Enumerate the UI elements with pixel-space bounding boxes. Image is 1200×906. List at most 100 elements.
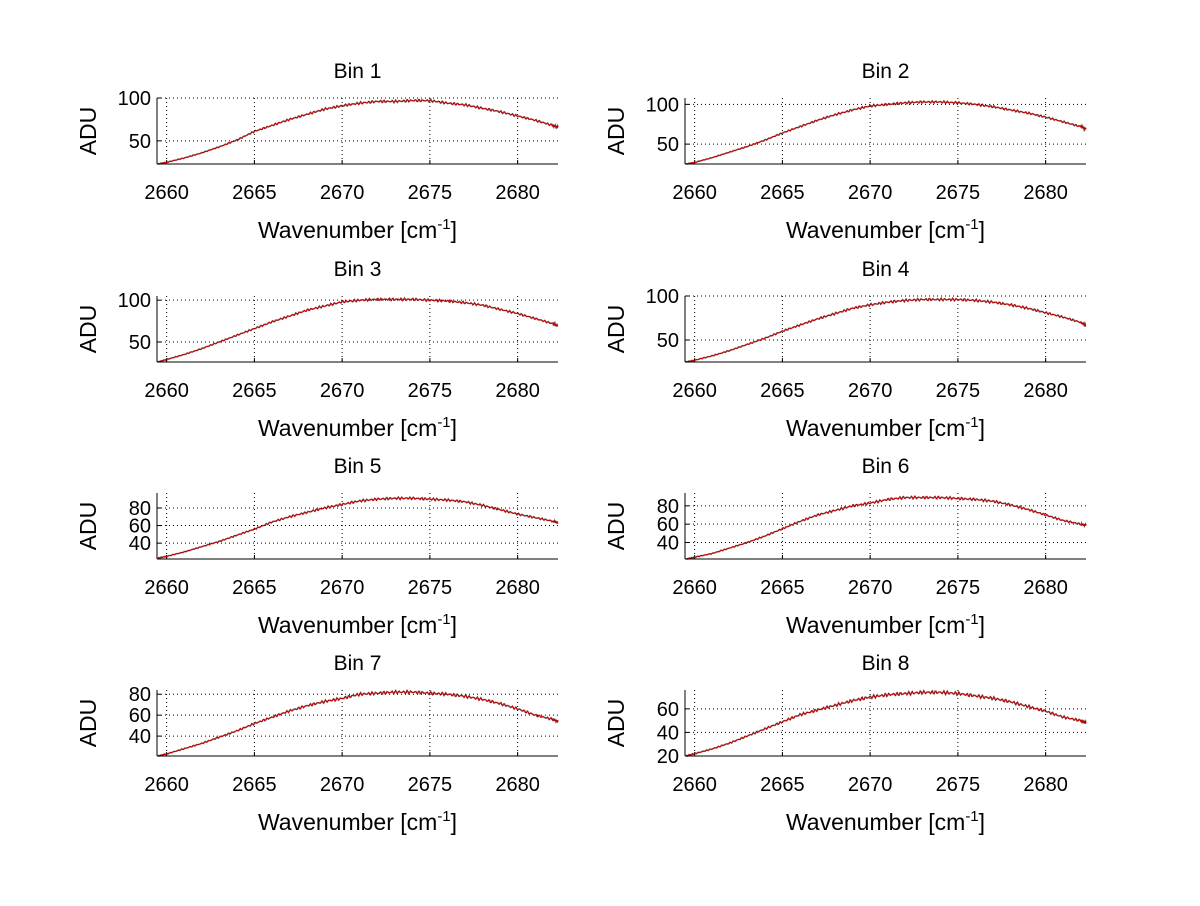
x-tick-label: 2660 <box>672 380 717 402</box>
y-axis-label: ADU <box>75 107 101 156</box>
y-tick-label: 60 <box>129 705 151 727</box>
x-axis-label: Wavenumber [cm-1] <box>258 216 457 243</box>
y-axis-label: ADU <box>603 107 629 156</box>
x-tick-label: 2675 <box>936 182 981 204</box>
y-axis-label: ADU <box>603 305 629 354</box>
x-label-superscript: -1 <box>965 216 978 233</box>
x-label-text: Wavenumber [cm <box>258 217 437 243</box>
y-tick-label: 80 <box>657 496 679 518</box>
y-axis-label: ADU <box>75 305 101 354</box>
x-label-superscript: -1 <box>437 216 450 233</box>
x-tick-label: 2675 <box>936 577 981 599</box>
subplot-4: 2660 2665 2670 2675 2680 50 100 Bin 4 Wavenumber… <box>603 258 1087 441</box>
y-axis-label: ADU <box>603 502 629 551</box>
x-tick-label: 2665 <box>232 577 277 599</box>
subplot-3: 2660 2665 2670 2675 2680 50 100 Bin 3 Wavenumber… <box>75 258 559 441</box>
x-axis-label: Wavenumber [cm-1] <box>786 808 985 835</box>
x-tick-label: 2670 <box>848 774 893 796</box>
x-tick-label: 2680 <box>495 380 540 402</box>
series-line-shadow <box>685 689 1087 758</box>
x-tick-label: 2665 <box>232 774 277 796</box>
x-label-text: Wavenumber [cm <box>258 809 437 835</box>
x-label-end: ] <box>979 415 985 441</box>
subplot-title: Bin 8 <box>862 652 910 675</box>
series-line <box>157 689 559 757</box>
x-tick-label: 2665 <box>760 182 805 204</box>
x-tick-label: 2675 <box>408 577 453 599</box>
series-line <box>685 297 1086 363</box>
x-tick-label: 2660 <box>144 577 189 599</box>
x-tick-label: 2670 <box>320 774 365 796</box>
x-tick-label: 2670 <box>320 182 365 204</box>
x-tick-label: 2660 <box>144 774 189 796</box>
x-tick-label: 2680 <box>495 774 540 796</box>
subplot-title: Bin 3 <box>334 258 382 281</box>
series-line <box>157 496 559 559</box>
series-line-shadow <box>157 495 559 560</box>
x-tick-label: 2680 <box>1023 774 1068 796</box>
x-tick-label: 2675 <box>936 774 981 796</box>
x-tick-label: 2665 <box>232 380 277 402</box>
x-axis-label: Wavenumber [cm-1] <box>258 611 457 638</box>
y-tick-label: 100 <box>646 286 679 308</box>
x-tick-label: 2680 <box>1023 577 1068 599</box>
x-label-superscript: -1 <box>965 414 978 431</box>
x-tick-label: 2675 <box>936 380 981 402</box>
x-label-superscript: -1 <box>437 414 450 431</box>
x-label-text: Wavenumber [cm <box>786 217 965 243</box>
series-line <box>685 689 1087 757</box>
y-tick-label: 100 <box>118 290 151 312</box>
y-tick-label: 60 <box>129 516 151 538</box>
subplot-1: 2660 2665 2670 2675 2680 50 100 Bin 1 Wavenumber… <box>75 60 559 243</box>
y-tick-label: 100 <box>646 94 679 116</box>
x-label-end: ] <box>979 612 985 638</box>
x-tick-label: 2660 <box>144 380 189 402</box>
y-tick-label: 40 <box>657 533 679 555</box>
y-axis-label: ADU <box>603 699 629 748</box>
x-axis-label: Wavenumber [cm-1] <box>258 414 457 441</box>
x-label-text: Wavenumber [cm <box>786 415 965 441</box>
x-tick-label: 2670 <box>848 577 893 599</box>
x-tick-label: 2660 <box>672 774 717 796</box>
x-tick-label: 2675 <box>408 774 453 796</box>
subplot-title: Bin 1 <box>334 60 382 83</box>
x-label-text: Wavenumber [cm <box>786 809 965 835</box>
x-tick-label: 2680 <box>495 182 540 204</box>
y-tick-label: 100 <box>118 88 151 110</box>
x-label-text: Wavenumber [cm <box>786 612 965 638</box>
x-label-superscript: -1 <box>437 808 450 825</box>
x-label-superscript: -1 <box>965 611 978 628</box>
series-line-shadow <box>157 97 559 165</box>
x-tick-label: 2670 <box>848 380 893 402</box>
x-label-text: Wavenumber [cm <box>258 612 437 638</box>
x-tick-label: 2675 <box>408 182 453 204</box>
x-tick-label: 2680 <box>1023 380 1068 402</box>
x-tick-label: 2665 <box>760 380 805 402</box>
y-axis-label: ADU <box>75 502 101 551</box>
x-label-superscript: -1 <box>437 611 450 628</box>
series-line-shadow <box>685 99 1087 166</box>
x-label-end: ] <box>979 809 985 835</box>
y-tick-label: 40 <box>129 533 151 555</box>
x-label-end: ] <box>979 217 985 243</box>
series-line <box>685 495 1087 560</box>
y-tick-label: 80 <box>129 498 151 520</box>
subplot-title: Bin 5 <box>334 455 382 478</box>
y-tick-label: 40 <box>657 722 679 744</box>
series-line-shadow <box>157 688 559 758</box>
subplot-title: Bin 2 <box>862 60 910 83</box>
subplot-2: 2660 2665 2670 2675 2680 50 100 Bin 2 Wavenumber… <box>603 60 1087 243</box>
y-tick-label: 80 <box>129 684 151 706</box>
x-tick-label: 2665 <box>232 182 277 204</box>
series-line <box>685 100 1087 165</box>
x-tick-label: 2675 <box>408 380 453 402</box>
x-tick-label: 2660 <box>144 182 189 204</box>
x-axis-label: Wavenumber [cm-1] <box>258 808 457 835</box>
y-tick-label: 50 <box>129 131 151 153</box>
x-label-text: Wavenumber [cm <box>258 415 437 441</box>
y-tick-label: 20 <box>657 746 679 768</box>
series-line <box>157 297 559 363</box>
